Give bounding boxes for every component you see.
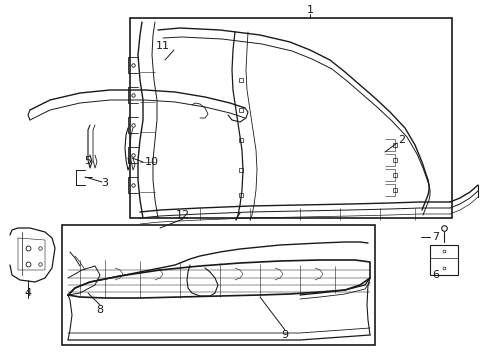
Text: 10: 10	[145, 157, 159, 167]
Text: 3: 3	[102, 178, 108, 188]
Text: 1: 1	[306, 5, 313, 15]
Bar	[429, 245, 457, 275]
Text: 11: 11	[156, 41, 170, 51]
Text: 6: 6	[431, 270, 439, 280]
Text: 9: 9	[281, 330, 288, 340]
Bar	[130, 18, 451, 218]
Text: 8: 8	[96, 305, 103, 315]
Text: 4: 4	[24, 288, 32, 298]
Text: 7: 7	[431, 232, 439, 242]
Bar	[62, 225, 374, 345]
Text: 2: 2	[398, 135, 405, 145]
Text: 12: 12	[176, 210, 190, 220]
Text: 5: 5	[84, 156, 91, 166]
